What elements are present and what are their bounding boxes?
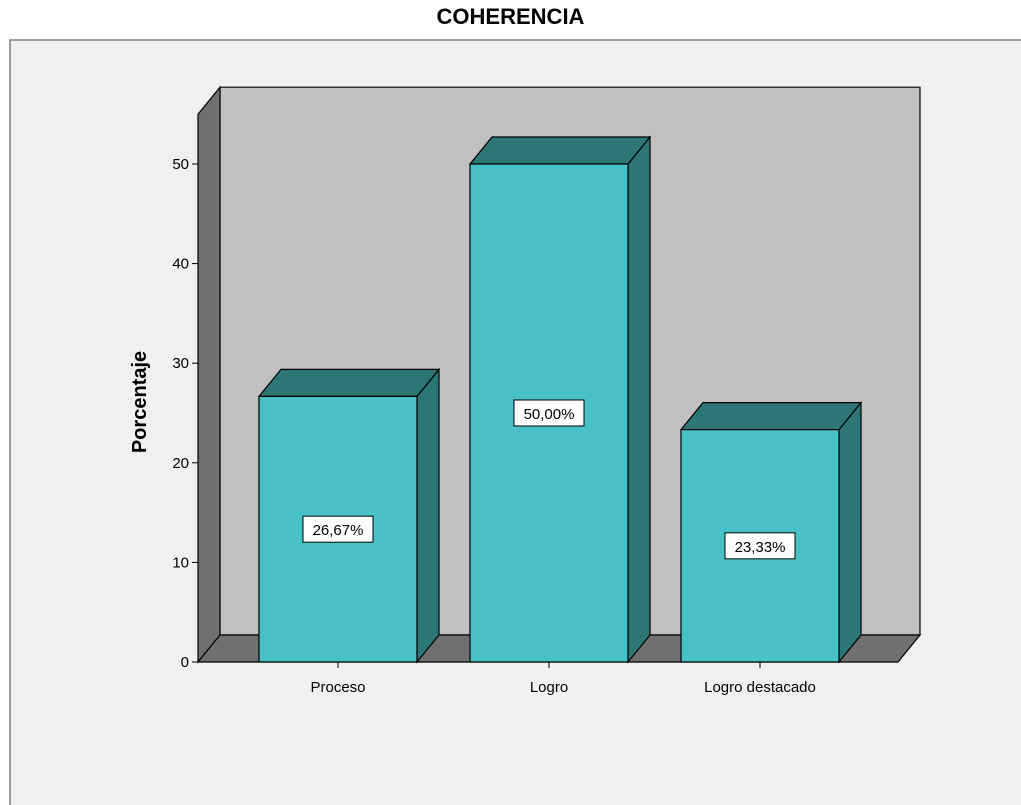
x-tick-label: Logro xyxy=(530,679,568,696)
bar-top xyxy=(468,136,652,165)
x-axis-labels: Proceso Logro Logro destacado xyxy=(310,662,816,696)
y-tick-label: 10 xyxy=(172,554,189,571)
bars-group: 26,67% 50,00% 23,33% xyxy=(257,135,863,664)
y-axis: 0 10 20 30 40 50 xyxy=(172,156,199,671)
bar-side xyxy=(416,367,440,664)
bar-top xyxy=(679,402,863,431)
y-tick-label: 50 xyxy=(172,156,189,173)
data-label-box xyxy=(513,399,585,427)
x-tick-label: Proceso xyxy=(310,679,365,696)
chart-title: COHERENCIA xyxy=(436,4,585,29)
bar-top xyxy=(257,368,441,397)
data-label: 23,33% xyxy=(735,539,786,556)
y-tick-label: 30 xyxy=(172,355,189,372)
data-label: 50,00% xyxy=(524,406,575,423)
side-wall xyxy=(197,85,221,664)
y-axis-label: Porcentaje xyxy=(129,351,151,453)
bar-side xyxy=(627,135,651,664)
y-tick-label: 40 xyxy=(172,256,189,273)
y-tick-label: 0 xyxy=(181,654,189,671)
data-label-box xyxy=(302,515,374,543)
data-label: 26,67% xyxy=(313,522,364,539)
data-label-box xyxy=(724,532,796,560)
y-tick-label: 20 xyxy=(172,455,189,472)
bar-side xyxy=(838,400,862,664)
x-tick-label: Logro destacado xyxy=(704,679,816,696)
